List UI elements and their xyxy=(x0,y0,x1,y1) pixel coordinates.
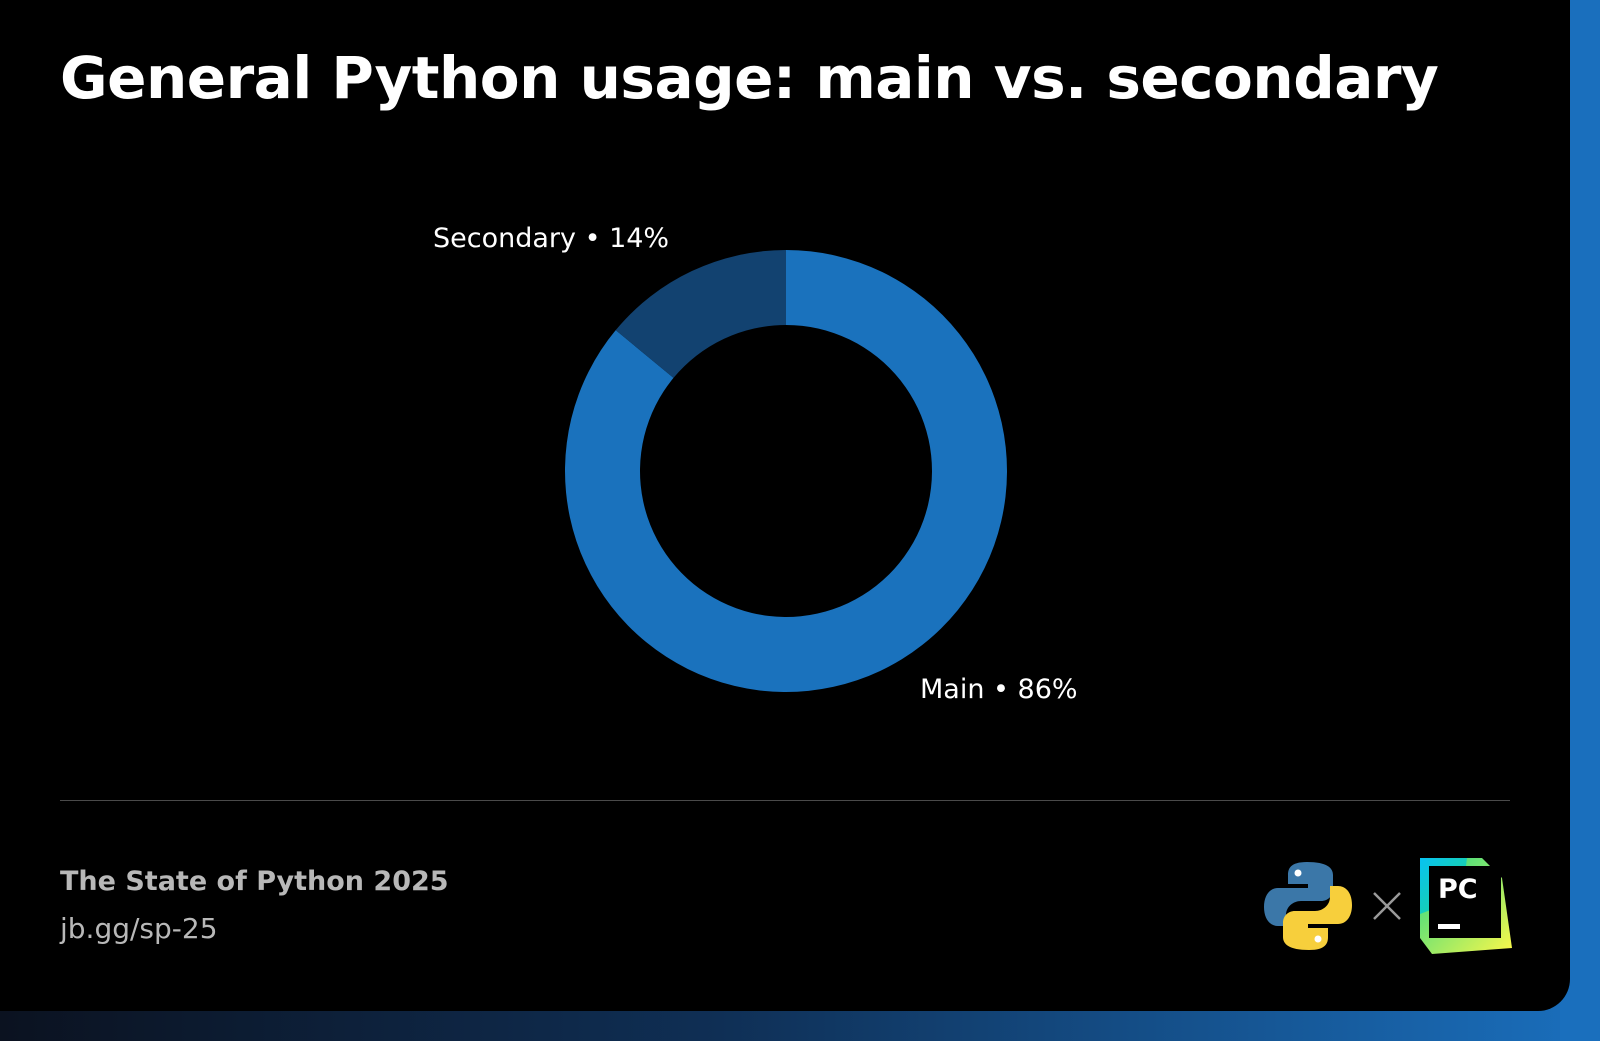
chart-title: General Python usage: main vs. secondary xyxy=(60,44,1439,112)
slice-label-main: Main • 86% xyxy=(920,674,1078,705)
times-icon xyxy=(1373,892,1401,920)
slice-label-secondary: Secondary • 14% xyxy=(433,223,669,254)
pycharm-logo-icon: PC xyxy=(1420,858,1512,954)
python-logo-icon xyxy=(1264,862,1352,950)
donut-chart: Main • 86% Secondary • 14% xyxy=(433,223,1078,705)
divider xyxy=(60,800,1510,801)
source-title: The State of Python 2025 xyxy=(60,866,449,897)
donut-slice-main xyxy=(565,250,1007,692)
donut-slice-secondary xyxy=(615,250,786,378)
chart-card: General Python usage: main vs. secondary… xyxy=(60,44,1512,954)
logo-row: PC xyxy=(1264,858,1512,954)
source-url[interactable]: jb.gg/sp-25 xyxy=(60,912,218,945)
pycharm-logo-text: PC xyxy=(1438,874,1478,905)
